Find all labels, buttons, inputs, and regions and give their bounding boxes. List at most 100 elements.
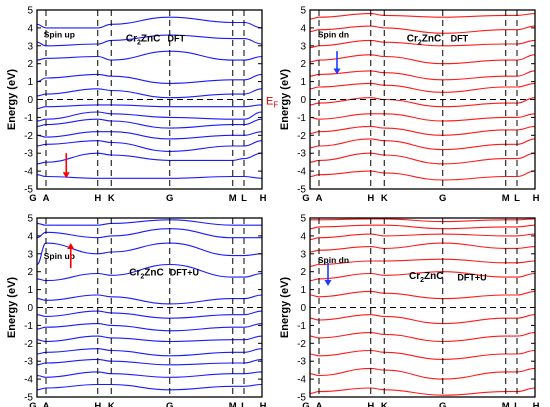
- y-tick-label: -4: [297, 167, 306, 178]
- band-b8: [37, 88, 262, 99]
- band-b7: [37, 310, 262, 319]
- kpoint-label: H: [367, 193, 374, 204]
- y-tick-label: -1: [24, 321, 33, 332]
- y-axis-label: Energy (eV): [6, 69, 18, 130]
- kpoint-label: A: [43, 193, 50, 204]
- spin-label: Spin dn: [318, 30, 349, 40]
- spin-label: Spin dn: [318, 255, 349, 265]
- kpoint-label: G: [439, 193, 446, 204]
- band-b8: [37, 294, 262, 305]
- band-b3: [310, 138, 535, 151]
- y-tick-label: 5: [27, 214, 33, 225]
- method-label: DFT+U: [170, 267, 199, 277]
- y-tick-label: 5: [300, 214, 306, 225]
- y-tick-label: -2: [297, 339, 306, 350]
- y-tick-label: -3: [297, 149, 306, 160]
- formula-label: Cr2ZnC: [409, 271, 443, 284]
- y-tick-label: 3: [27, 249, 33, 260]
- spin-arrow-head: [333, 68, 341, 75]
- band-b5: [310, 314, 535, 325]
- y-tick-label: -1: [297, 113, 306, 124]
- y-tick-label: 3: [300, 249, 306, 260]
- band-b4: [310, 125, 535, 136]
- band-b10: [37, 242, 262, 266]
- fermi-label: EF: [266, 96, 278, 110]
- kpoint-label: G: [302, 401, 309, 407]
- kpoint-label: K: [108, 401, 115, 407]
- y-tick-label: 4: [300, 23, 306, 34]
- kpoint-label: G: [439, 401, 446, 407]
- band-b6: [310, 97, 535, 108]
- band-b6: [310, 290, 535, 300]
- y-tick-label: -1: [297, 321, 306, 332]
- band-b5: [37, 335, 262, 343]
- y-tick-label: -4: [297, 375, 306, 386]
- y-tick-label: 3: [300, 41, 306, 52]
- spin-arrow-head: [324, 280, 332, 287]
- y-tick-label: 1: [27, 77, 33, 88]
- y-axis-label: Energy (eV): [279, 277, 291, 338]
- kpoint-label: A: [316, 193, 323, 204]
- bands-group: [37, 219, 262, 391]
- kpoint-label: G: [29, 401, 36, 407]
- kpoint-label: H: [260, 401, 267, 407]
- y-tick-label: -2: [297, 131, 306, 142]
- y-tick-label: 0: [300, 303, 306, 314]
- band-b5: [310, 113, 535, 122]
- band-b2: [37, 371, 262, 378]
- kpoint-label: A: [316, 401, 323, 407]
- kpoint-label: H: [533, 193, 540, 204]
- y-tick-label: 0: [27, 303, 33, 314]
- kpoint-label: M: [502, 193, 510, 204]
- band-b1: [37, 174, 262, 179]
- bands-group: [310, 13, 535, 181]
- method-label: DFT+U: [457, 273, 486, 283]
- band-b12: [310, 218, 535, 223]
- band-b9: [37, 263, 262, 282]
- band-b7: [37, 104, 262, 110]
- spin-arrow-head: [62, 172, 70, 179]
- band-b4: [37, 348, 262, 357]
- y-tick-label: 0: [300, 95, 306, 106]
- spin-label: Spin up: [44, 251, 75, 261]
- band-b12: [310, 13, 535, 20]
- spin-arrow-head: [67, 243, 75, 250]
- kpoint-label: H: [94, 401, 101, 407]
- band-b7: [310, 271, 535, 282]
- kpoint-label: K: [381, 401, 388, 407]
- band-b4: [37, 131, 262, 140]
- y-tick-label: 0: [27, 95, 33, 106]
- y-tick-label: -3: [297, 357, 306, 368]
- band-b3: [37, 140, 262, 152]
- band-b9: [310, 242, 535, 253]
- y-tick-label: 4: [27, 231, 33, 242]
- y-tick-label: 4: [27, 23, 33, 34]
- y-tick-label: 5: [27, 6, 33, 17]
- band-b10: [310, 39, 535, 49]
- y-tick-label: -3: [24, 149, 33, 160]
- band-b11: [37, 34, 262, 47]
- kpoint-label: L: [514, 193, 520, 204]
- y-tick-label: 1: [27, 285, 33, 296]
- y-tick-label: -1: [24, 113, 33, 124]
- kpoint-label: G: [29, 193, 36, 204]
- band-b4: [310, 332, 535, 343]
- kpoint-label: H: [367, 401, 374, 407]
- band-b1: [310, 170, 535, 181]
- kpoint-label: H: [533, 401, 540, 407]
- y-tick-label: 3: [27, 41, 33, 52]
- band-b6: [37, 111, 262, 122]
- band-b3: [37, 358, 262, 366]
- band-b2: [310, 367, 535, 380]
- band-b10: [37, 50, 262, 61]
- band-b11: [310, 224, 535, 230]
- kpoint-label: M: [229, 193, 237, 204]
- band-b7: [310, 82, 535, 93]
- y-tick-label: 4: [300, 231, 306, 242]
- band-b3: [310, 349, 535, 360]
- method-label: DFT: [168, 33, 186, 43]
- band-b11: [310, 25, 535, 34]
- y-tick-label: 2: [27, 267, 33, 278]
